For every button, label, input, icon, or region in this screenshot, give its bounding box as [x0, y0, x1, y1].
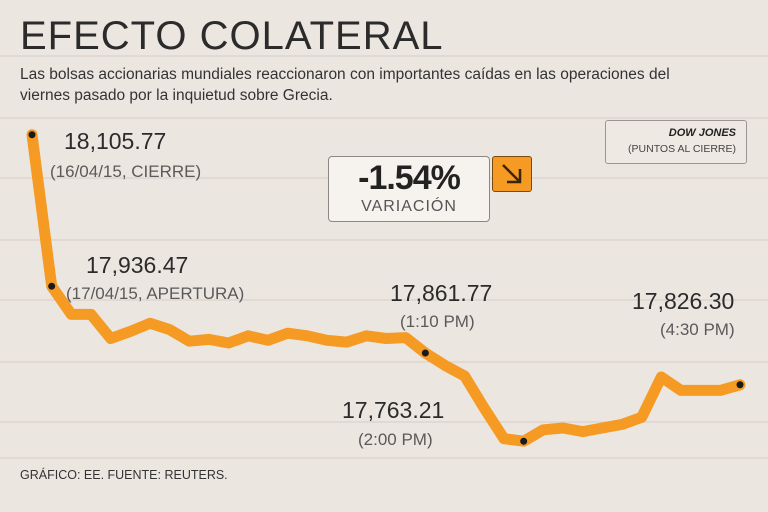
data-point-2: [48, 282, 56, 290]
data-point-5: [736, 381, 744, 389]
data-point-3: [421, 349, 429, 357]
arrow-down-right-icon: [492, 156, 532, 192]
annotation-label-1: (16/04/15, CIERRE): [50, 162, 202, 181]
annotation-value-1: 18,105.77: [64, 128, 167, 154]
annotation-value-3: 17,861.77: [390, 280, 493, 306]
chart-subtitle: Las bolsas accionarias mundiales reaccio…: [20, 66, 670, 104]
variation-label: VARIACIÓN: [361, 198, 457, 215]
series-dow-jones: [26, 129, 746, 447]
legend-unit: (PUNTOS AL CIERRE): [628, 143, 736, 155]
chart-title: EFECTO COLATERAL: [20, 14, 444, 58]
annotation-label-5: (4:30 PM): [660, 320, 735, 339]
annotation-value-5: 17,826.30: [632, 288, 735, 314]
annotation-label-3: (1:10 PM): [400, 312, 475, 331]
data-point-1: [28, 131, 36, 139]
highlight-points: [28, 131, 744, 445]
annotation-label-2: (17/04/15, APERTURA): [66, 284, 245, 303]
legend-box: DOW JONES (PUNTOS AL CIERRE): [605, 120, 747, 164]
annotation-label-4: (2:00 PM): [358, 430, 433, 449]
source-note: GRÁFICO: EE. FUENTE: REUTERS.: [20, 468, 228, 482]
legend-series-name: DOW JONES: [668, 127, 736, 139]
annotation-value-2: 17,936.47: [86, 252, 189, 278]
variation-box: -1.54% VARIACIÓN: [328, 156, 490, 222]
data-point-4: [520, 437, 528, 445]
series-line-dow-jones: [26, 129, 746, 447]
annotation-value-4: 17,763.21: [342, 397, 445, 423]
variation-value: -1.54%: [358, 159, 461, 197]
